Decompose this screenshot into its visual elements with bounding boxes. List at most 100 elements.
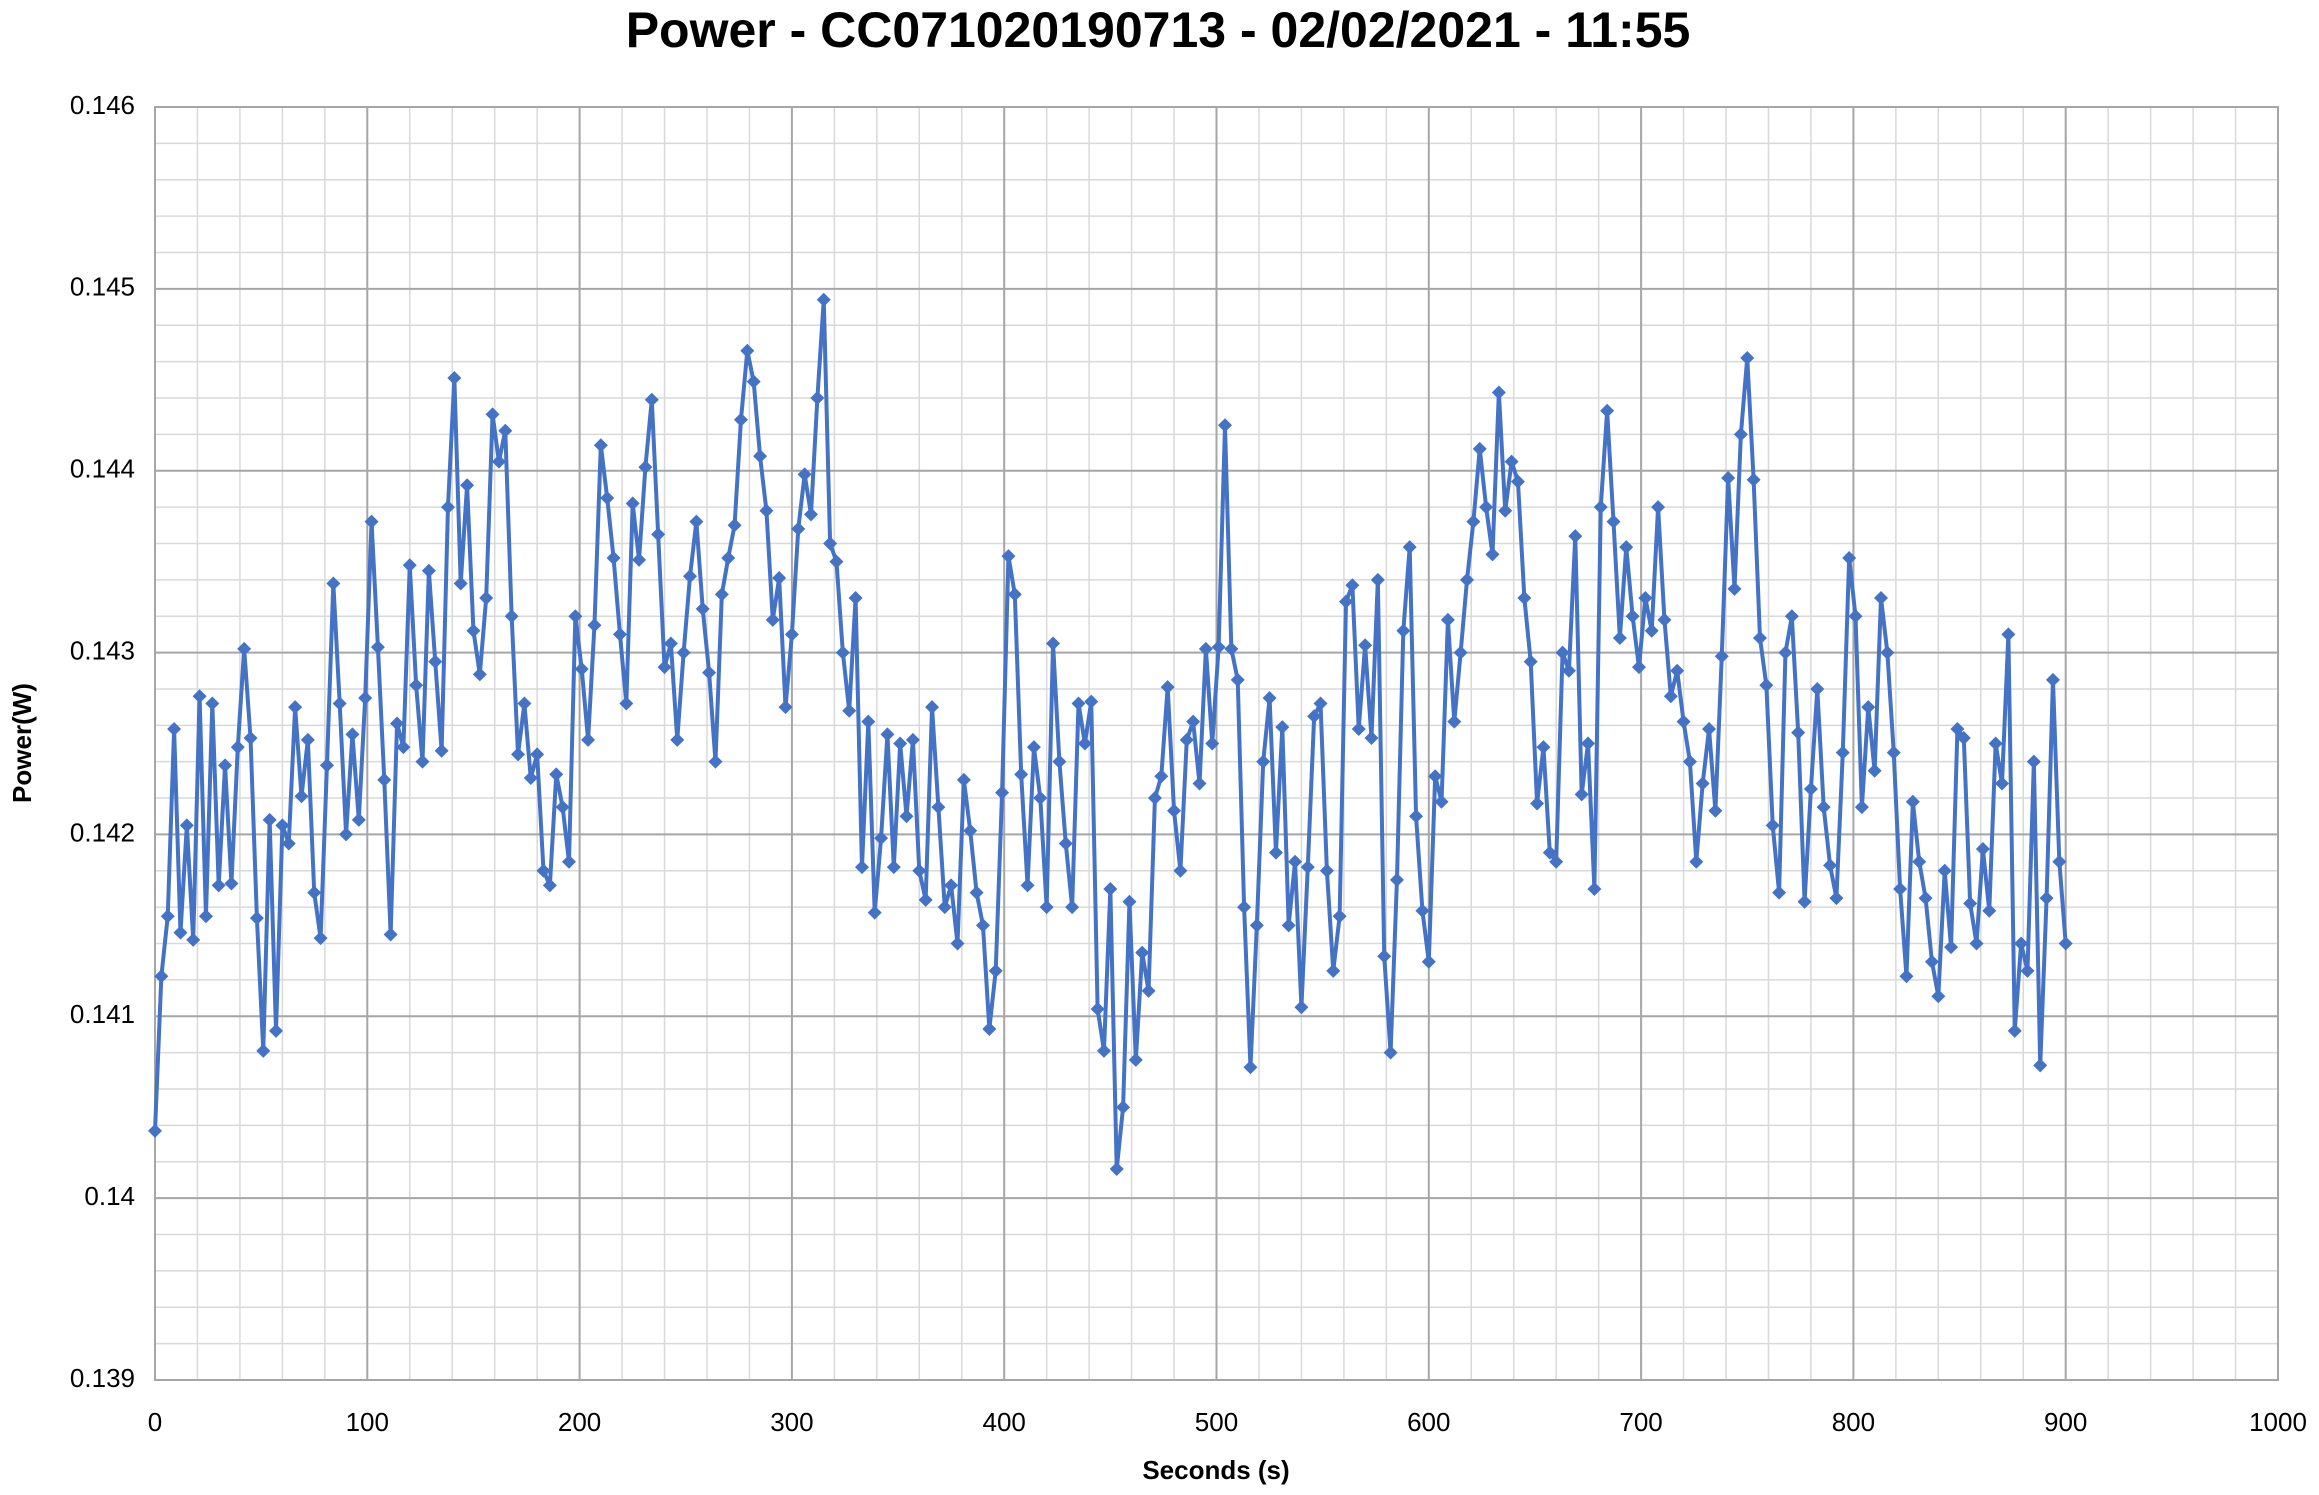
data-point <box>956 772 971 787</box>
data-point <box>2001 627 2016 642</box>
data-point <box>651 527 666 542</box>
data-point <box>2052 854 2067 869</box>
data-point <box>1797 894 1812 909</box>
data-point <box>1026 740 1041 755</box>
data-point <box>606 551 621 566</box>
data-point <box>1453 645 1468 660</box>
data-point <box>829 554 844 569</box>
data-point <box>1001 549 1016 564</box>
data-point <box>447 370 462 385</box>
data-point <box>1969 936 1984 951</box>
data-point <box>1708 803 1723 818</box>
data-point <box>1294 1000 1309 1015</box>
data-point <box>1389 872 1404 887</box>
data-point <box>670 732 685 747</box>
data-point <box>434 743 449 758</box>
data-point <box>1823 858 1838 873</box>
data-point <box>1504 454 1519 469</box>
data-point <box>167 721 182 736</box>
data-point <box>1428 769 1443 784</box>
data-point <box>854 860 869 875</box>
data-point <box>721 551 736 566</box>
data-point <box>1033 791 1048 806</box>
data-point <box>1759 678 1774 693</box>
data-point <box>1351 721 1366 736</box>
data-point <box>1358 638 1373 653</box>
data-point <box>523 771 538 786</box>
data-point <box>1867 763 1882 778</box>
data-point <box>1071 696 1086 711</box>
data-point <box>1440 612 1455 627</box>
data-point <box>1899 969 1914 984</box>
data-point <box>1721 470 1736 485</box>
data-point <box>1141 983 1156 998</box>
data-point <box>969 885 984 900</box>
data-point <box>848 591 863 606</box>
data-point <box>2026 754 2041 769</box>
data-point <box>1644 623 1659 638</box>
data-point <box>1975 841 1990 856</box>
data-point <box>1778 645 1793 660</box>
data-point <box>237 641 252 656</box>
data-point <box>262 812 277 827</box>
data-point <box>1472 441 1487 456</box>
data-point <box>1727 581 1742 596</box>
data-point <box>1772 885 1787 900</box>
data-point <box>689 514 704 529</box>
data-point <box>1542 845 1557 860</box>
data-point <box>1268 845 1283 860</box>
data-point <box>1198 641 1213 656</box>
y-tick-label: 0.142 <box>70 817 135 847</box>
data-point <box>1931 989 1946 1004</box>
data-point <box>1765 818 1780 833</box>
data-point <box>485 407 500 422</box>
data-point <box>1829 891 1844 906</box>
data-point <box>982 1022 997 1037</box>
data-point <box>587 618 602 633</box>
data-point <box>931 800 946 815</box>
data-point <box>2020 963 2035 978</box>
data-point <box>2033 1058 2048 1073</box>
data-point <box>218 758 233 773</box>
data-point <box>1147 791 1162 806</box>
data-point <box>1370 572 1385 587</box>
data-point <box>861 714 876 729</box>
data-point <box>1211 640 1226 655</box>
data-point <box>307 885 322 900</box>
data-point <box>1663 689 1678 704</box>
data-point <box>536 863 551 878</box>
data-point <box>1326 963 1341 978</box>
data-point <box>396 740 411 755</box>
data-point <box>1746 472 1761 487</box>
data-point <box>561 854 576 869</box>
data-point <box>1466 514 1481 529</box>
data-point <box>1842 551 1857 566</box>
data-point <box>612 627 627 642</box>
data-point <box>2007 1023 2022 1038</box>
data-point <box>1281 918 1296 933</box>
data-point <box>1816 800 1831 815</box>
data-point <box>1058 836 1073 851</box>
data-point <box>657 660 672 675</box>
data-point <box>542 878 557 893</box>
data-point <box>1893 881 1908 896</box>
data-point <box>1230 672 1245 687</box>
data-point <box>1377 949 1392 964</box>
data-point <box>797 467 812 482</box>
data-point <box>1740 350 1755 365</box>
data-point <box>409 678 424 693</box>
data-point <box>1460 572 1475 587</box>
x-tick-label: 500 <box>1195 1407 1238 1437</box>
data-point <box>2014 936 2029 951</box>
data-point <box>1835 745 1850 760</box>
data-point <box>1014 767 1029 782</box>
data-point <box>1020 878 1035 893</box>
data-point <box>1651 500 1666 515</box>
data-point <box>568 609 583 624</box>
data-point <box>1587 881 1602 896</box>
data-point <box>1491 385 1506 400</box>
data-point <box>1631 660 1646 675</box>
data-point <box>1421 954 1436 969</box>
data-point <box>517 696 532 711</box>
data-point <box>1937 863 1952 878</box>
